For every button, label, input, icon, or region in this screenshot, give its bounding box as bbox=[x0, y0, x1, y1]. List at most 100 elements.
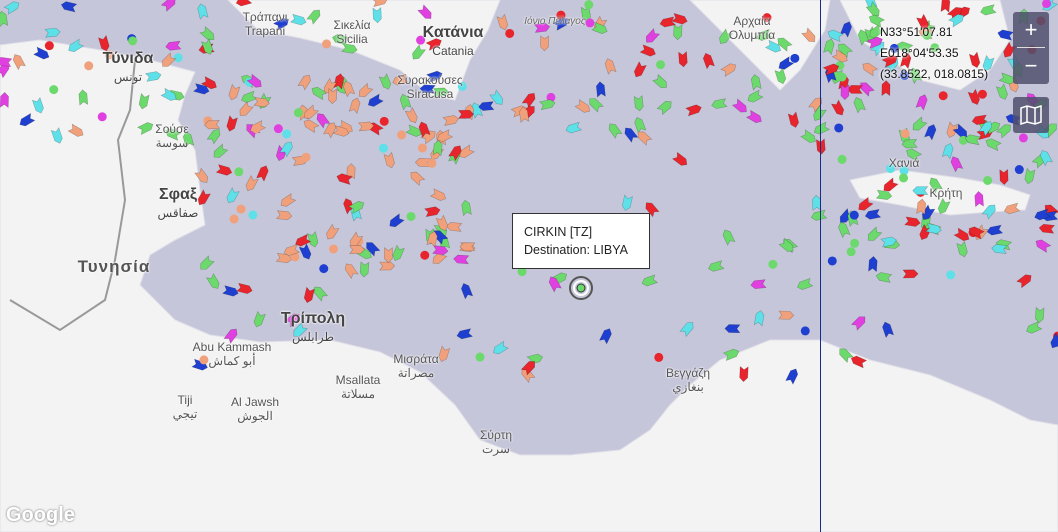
vessel-marker bbox=[858, 196, 874, 211]
vessel-marker bbox=[533, 22, 551, 33]
vessel-marker bbox=[297, 74, 311, 91]
vessel-marker bbox=[764, 39, 782, 53]
vessel-marker bbox=[160, 0, 176, 12]
vessel-marker bbox=[293, 322, 308, 337]
vessel-marker bbox=[435, 214, 448, 232]
place-subname: طرابلس bbox=[291, 330, 335, 344]
vessel-marker bbox=[823, 38, 835, 56]
vessel-marker bbox=[950, 156, 964, 173]
vessel-marker bbox=[622, 194, 633, 211]
place-subname: سوسة bbox=[155, 136, 189, 150]
vessel-dot bbox=[173, 53, 183, 63]
zoom-control: + − bbox=[1013, 12, 1049, 84]
vessel-marker bbox=[417, 4, 432, 19]
place-label: Μισράτα مصراتة bbox=[393, 352, 438, 380]
vessel-marker bbox=[197, 189, 211, 206]
vessel-marker bbox=[392, 73, 409, 86]
vessel-marker bbox=[367, 93, 384, 107]
place-label: Κατάνια Catania bbox=[423, 24, 484, 60]
vessel-dot bbox=[930, 43, 940, 53]
vessel-marker bbox=[519, 106, 530, 124]
vessel-dot bbox=[97, 112, 107, 122]
vessel-marker bbox=[801, 27, 816, 43]
vessel-dot bbox=[899, 166, 909, 176]
vessel-marker bbox=[624, 127, 639, 143]
vessel-marker bbox=[425, 38, 442, 51]
vessel-dot bbox=[248, 210, 258, 220]
vessel-marker bbox=[867, 226, 883, 241]
vessel-marker bbox=[457, 109, 474, 119]
zoom-in-button[interactable]: + bbox=[1024, 17, 1038, 42]
vessel-marker bbox=[787, 111, 799, 128]
vessel-marker bbox=[359, 261, 370, 278]
vessel-marker bbox=[906, 148, 923, 162]
vessel-marker bbox=[633, 61, 647, 78]
vessel-marker bbox=[956, 240, 968, 258]
vessel-marker bbox=[538, 99, 556, 111]
place-name: Ιόνιο Πέλαγος bbox=[524, 16, 586, 27]
vessel-marker bbox=[604, 58, 617, 75]
place-label: Σούσε سوسة bbox=[155, 122, 188, 150]
vessel-dot bbox=[301, 152, 311, 162]
vessel-marker bbox=[971, 114, 989, 125]
vessel-marker bbox=[438, 345, 451, 363]
vessel-marker bbox=[850, 316, 866, 331]
vessel-name: CIRKIN [TZ] bbox=[524, 225, 593, 239]
vessel-marker bbox=[405, 124, 422, 137]
vessel-marker bbox=[420, 130, 436, 145]
vessel-marker bbox=[31, 96, 44, 114]
vessel-marker bbox=[241, 90, 258, 103]
vessel-dot bbox=[505, 28, 515, 38]
vessel-marker bbox=[813, 121, 831, 135]
zoom-out-button[interactable]: − bbox=[1024, 53, 1038, 78]
vessel-dot bbox=[322, 39, 332, 49]
place-name: Msallata bbox=[335, 373, 381, 387]
vessel-marker bbox=[946, 7, 962, 22]
vessel-marker bbox=[289, 13, 307, 26]
vessel-marker bbox=[881, 54, 898, 68]
vessel-dot bbox=[900, 129, 910, 139]
vessel-marker bbox=[392, 244, 405, 262]
vessel-marker bbox=[138, 92, 150, 110]
vessel-marker bbox=[432, 87, 449, 97]
vessel-marker bbox=[379, 261, 396, 271]
divider bbox=[1017, 47, 1045, 48]
place-label: Abu Kammash أبو كماش bbox=[193, 340, 272, 368]
place-label: Τρίπολη طرابلس bbox=[281, 310, 345, 346]
vessel-marker bbox=[348, 200, 365, 215]
place-name: Συρακούσες bbox=[397, 73, 463, 87]
vessel-marker bbox=[671, 151, 688, 166]
vessel-marker bbox=[204, 120, 221, 130]
vessel-marker bbox=[968, 226, 985, 240]
vessel-marker bbox=[1024, 167, 1036, 185]
vessel-marker bbox=[552, 17, 569, 31]
vessel-marker bbox=[412, 44, 427, 60]
vessel-marker bbox=[1016, 274, 1032, 289]
place-name: Τύνιδα bbox=[102, 50, 154, 67]
vessel-marker bbox=[652, 73, 667, 89]
vessel-marker bbox=[306, 9, 321, 25]
map-layers-button[interactable] bbox=[1013, 97, 1049, 133]
vessel-marker bbox=[916, 13, 930, 30]
vessel-marker bbox=[348, 245, 366, 255]
vessel-marker bbox=[731, 98, 747, 113]
vessel-marker bbox=[423, 206, 441, 218]
place-name: Σούσε bbox=[155, 122, 189, 136]
vessel-dot bbox=[420, 250, 430, 260]
vessel-marker bbox=[436, 129, 454, 143]
place-label: Συρακούσες Siracusa bbox=[397, 73, 462, 101]
vessel-marker bbox=[461, 199, 472, 217]
place-subname: Trapani bbox=[244, 24, 286, 38]
vessel-dot bbox=[236, 204, 246, 214]
place-subname: أبو كماش bbox=[208, 354, 256, 368]
vessel-marker bbox=[904, 216, 921, 227]
vessel-marker bbox=[831, 49, 848, 63]
vessel-marker bbox=[326, 223, 340, 240]
vessel-marker bbox=[753, 310, 765, 327]
vessel-layer bbox=[0, 0, 1058, 385]
vessel-marker bbox=[1038, 223, 1056, 234]
vessel-marker bbox=[429, 188, 447, 202]
vessel-marker bbox=[929, 177, 943, 194]
vessel-marker bbox=[341, 43, 358, 54]
